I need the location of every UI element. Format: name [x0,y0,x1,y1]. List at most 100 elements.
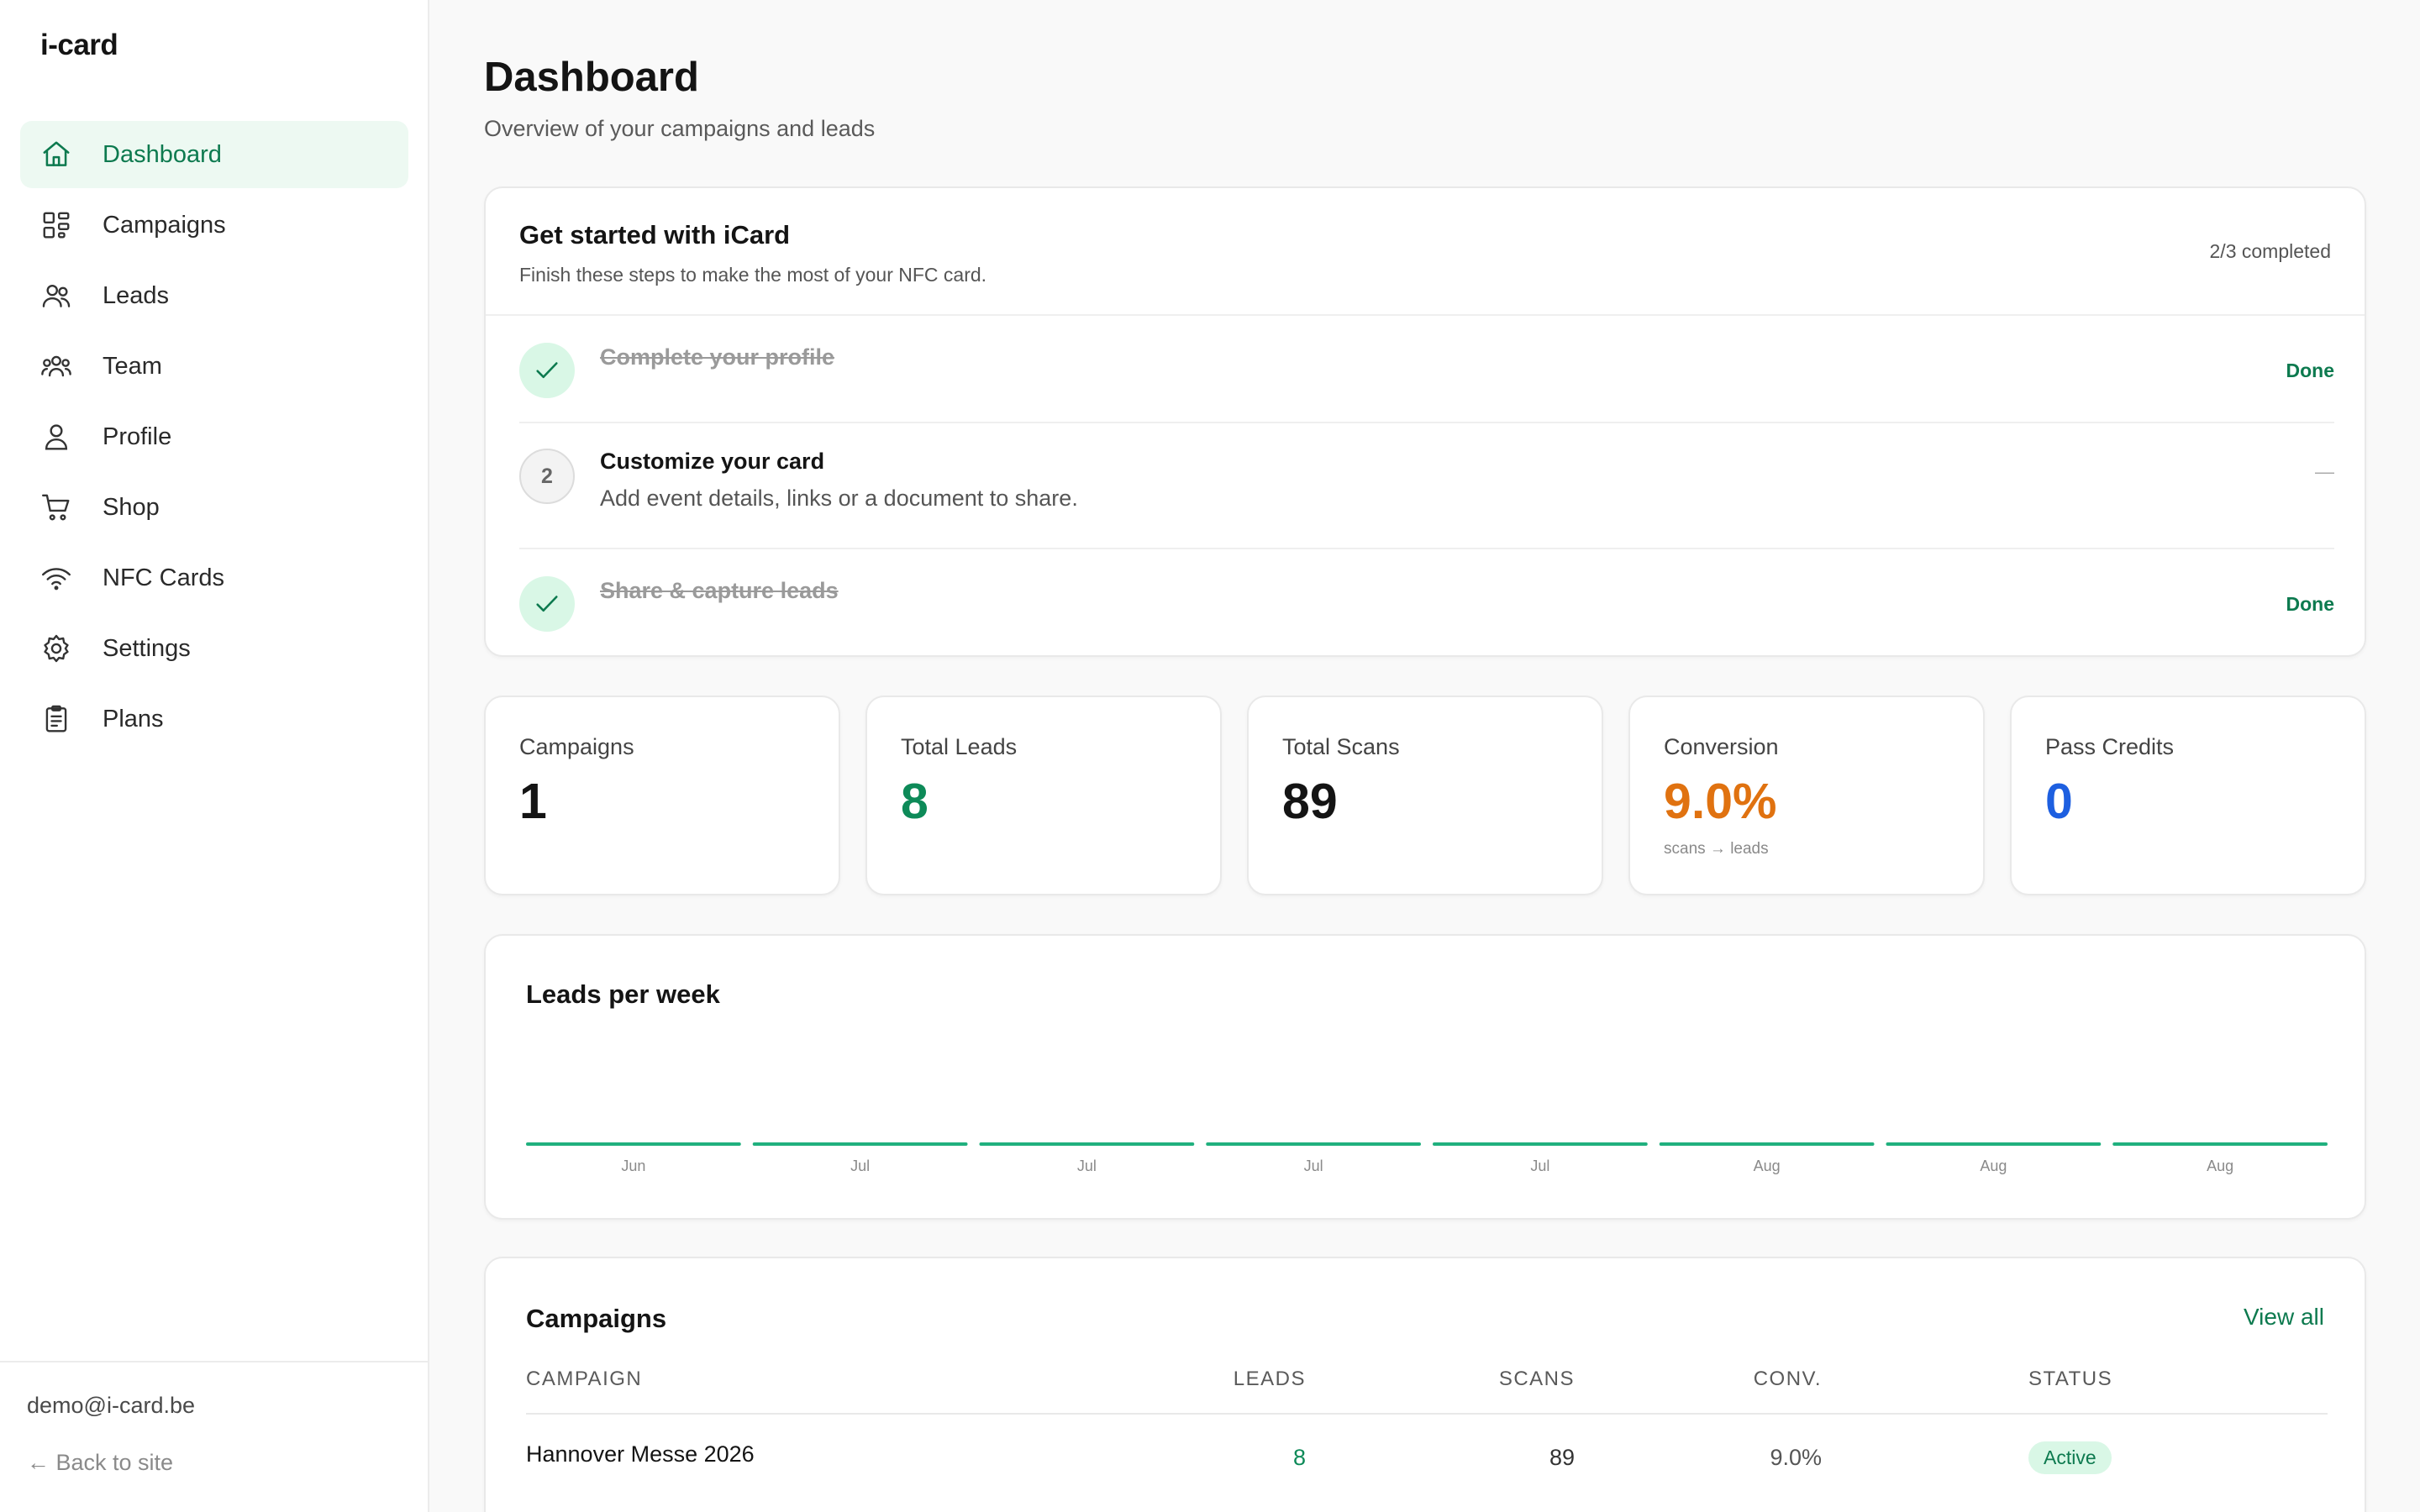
campaign-leads: 8 [1292,1445,1306,1470]
x-tick-label: Jun [621,1158,645,1174]
sidebar-item-shop[interactable]: Shop [20,474,408,541]
sidebar-item-label: Shop [103,493,160,521]
sidebar-item-label: Profile [103,423,172,450]
sidebar-item-campaigns[interactable]: Campaigns [20,192,408,259]
stat-value: 8 [901,774,929,829]
stat-label: Total Scans [1282,734,1400,759]
divider [526,1413,2328,1415]
sidebar: i-card Dashboard Campaigns Leads Team [0,0,429,1512]
status-badge: Active [2028,1441,2112,1474]
stat-sublabel: scans → leads [1664,840,1769,858]
step-title: Complete your profile [600,344,835,370]
chart-bar[interactable] [1206,1142,1421,1146]
sidebar-item-nfc-cards[interactable]: NFC Cards [20,544,408,612]
x-tick-label: Jul [850,1158,870,1174]
step-customize-card[interactable]: 2 Customize your card Add event details,… [519,423,2334,549]
step-status: — [2315,460,2334,482]
stat-value: 89 [1282,774,1338,829]
sidebar-item-label: Plans [103,705,164,732]
chart-bar[interactable] [752,1142,968,1146]
getting-started-description: Finish these steps to make the most of y… [519,264,987,286]
chart-bar[interactable] [526,1142,741,1146]
main-content: Dashboard Overview of your campaigns and… [484,0,2366,1512]
campaigns-card: Campaigns View all CAMPAIGN LEADS SCANS … [484,1257,2366,1512]
sidebar-item-leads[interactable]: Leads [20,262,408,329]
clipboard-icon [40,703,72,735]
stat-value: 9.0% [1664,774,1777,829]
cart-icon [40,491,72,523]
column-header-conv[interactable]: CONV. [1753,1368,1822,1390]
home-icon [40,139,72,171]
sidebar-nav: Dashboard Campaigns Leads Team Profile [20,121,408,756]
getting-started-card: Get started with iCard Finish these step… [484,186,2366,657]
stat-card-pass-credits: Pass Credits 0 [2010,696,2366,895]
chart-bar[interactable] [1659,1142,1875,1146]
stat-card-conversion: Conversion 9.0% scans → leads [1628,696,1985,895]
x-tick-label: Aug [2207,1158,2233,1174]
column-header-leads[interactable]: LEADS [1233,1368,1306,1390]
getting-started-progress: 2/3 completed [2209,240,2331,262]
sidebar-item-profile[interactable]: Profile [20,403,408,470]
wifi-icon [40,562,72,594]
chart-title: Leads per week [526,979,720,1009]
users-icon [40,280,72,312]
step-status: Done [2286,360,2335,381]
stat-card-total-scans: Total Scans 89 [1247,696,1603,895]
step-title: Customize your card [600,449,825,474]
x-tick-label: Aug [1754,1158,1781,1174]
stat-value: 1 [519,774,547,829]
stat-card-total-leads: Total Leads 8 [865,696,1222,895]
leads-per-week-card: Leads per week Jun Jul Jul Jul Jul Aug Aug Aug [484,934,2366,1220]
column-header-scans[interactable]: SCANS [1498,1368,1575,1390]
sidebar-item-dashboard[interactable]: Dashboard [20,121,408,188]
x-tick-label: Aug [1980,1158,2007,1174]
sidebar-item-label: Dashboard [103,140,222,168]
grid-icon [40,209,72,241]
stat-label: Campaigns [519,734,634,759]
page-title: Dashboard [484,55,699,100]
campaigns-title: Campaigns [526,1304,667,1333]
x-tick-label: Jul [1304,1158,1323,1174]
team-icon [40,350,72,382]
chart-bar[interactable] [1886,1142,2102,1146]
campaign-scans: 89 [1549,1445,1575,1470]
check-icon [536,596,558,612]
step-status: Done [2286,593,2335,615]
view-all-link[interactable]: View all [2244,1304,2324,1330]
chart-bar[interactable] [1433,1142,1648,1146]
step-complete-profile[interactable]: Complete your profile Done [519,316,2334,423]
sidebar-item-plans[interactable]: Plans [20,685,408,753]
x-tick-label: Jul [1530,1158,1549,1174]
campaign-name[interactable]: Hannover Messe 2026 [526,1441,755,1467]
sidebar-item-label: Team [103,352,162,380]
leads-per-week-chart: Jun Jul Jul Jul Jul Aug Aug Aug [526,1142,2328,1174]
sidebar-item-label: Campaigns [103,211,226,239]
step-title: Share & capture leads [600,578,839,603]
person-icon [40,421,72,453]
page-subtitle: Overview of your campaigns and leads [484,116,876,141]
chart-bar[interactable] [2112,1142,2328,1146]
sidebar-footer: demo@i-card.be ← Back to site [0,1361,428,1512]
sidebar-item-label: Leads [103,281,170,309]
step-share-capture-leads[interactable]: Share & capture leads Done [519,549,2334,657]
gear-icon [40,633,72,664]
app-logo[interactable]: i-card [40,29,118,61]
back-to-site-link[interactable]: ← Back to site [27,1450,174,1475]
stat-label: Total Leads [901,734,1018,759]
column-header-campaign[interactable]: CAMPAIGN [526,1368,643,1390]
column-header-status[interactable]: STATUS [2028,1368,2113,1390]
divider [486,314,2365,316]
sidebar-item-settings[interactable]: Settings [20,615,408,682]
stat-value: 0 [2045,774,2073,829]
user-email: demo@i-card.be [27,1393,195,1418]
stat-label: Pass Credits [2045,734,2175,759]
check-icon [536,362,558,379]
step-description: Add event details, links or a document t… [600,486,1078,511]
stat-label: Conversion [1664,734,1779,759]
sidebar-item-label: NFC Cards [103,564,225,591]
chart-bar[interactable] [979,1142,1195,1146]
step-check-badge [519,343,575,398]
x-tick-label: Jul [1077,1158,1097,1174]
step-number-badge: 2 [519,449,575,504]
sidebar-item-team[interactable]: Team [20,333,408,400]
